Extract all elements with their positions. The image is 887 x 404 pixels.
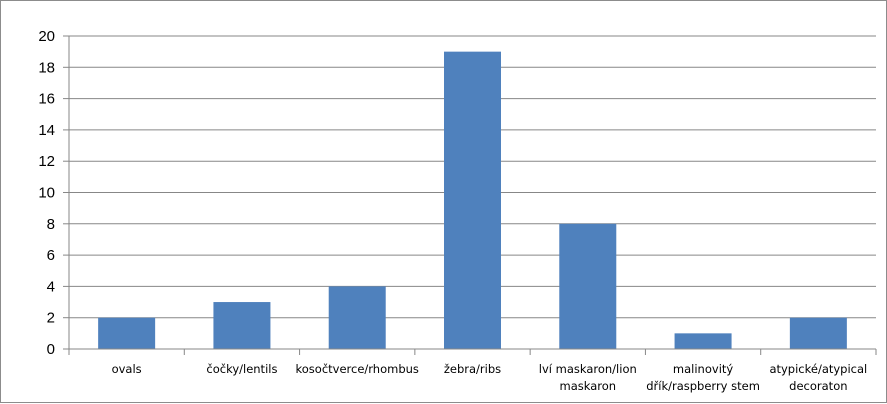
x-category-label-line: atypické/atypical [769, 362, 867, 376]
y-tick-label: 6 [47, 247, 55, 264]
x-category-label: ovals [112, 362, 142, 376]
y-tick-label: 12 [38, 153, 55, 170]
bar [444, 51, 501, 350]
x-category-label: lví maskaron/lion maskaron [539, 362, 637, 393]
y-tick-label: 14 [38, 122, 55, 139]
y-tick-label: 16 [38, 91, 55, 108]
x-category-label-line: maskaron [560, 379, 617, 393]
bar [213, 302, 271, 349]
y-tick-label: 10 [38, 185, 55, 202]
x-category-label-line: kosočtverce/rhombus [296, 362, 419, 376]
x-category-label-line: ovals [112, 362, 142, 376]
y-tick-label: 18 [38, 59, 55, 76]
x-category-label-line: dřík/raspberry stem [646, 379, 760, 393]
x-category-label-line: lví maskaron/lion [539, 362, 637, 376]
x-category-labels: ovals čočky/lentils kosočtverce/rhombus žeb… [112, 362, 868, 393]
bar [789, 317, 847, 349]
x-category-label: atypické/atypical decoraton [769, 362, 867, 393]
x-category-label: žebra/ribs [444, 362, 501, 376]
x-category-label: malinovitý dřík/raspberry stem [646, 362, 760, 393]
y-tick-label: 0 [47, 341, 55, 358]
x-category-label-line: decoraton [789, 379, 847, 393]
y-tick-label: 8 [47, 216, 55, 233]
x-category-label: čočky/lentils [206, 362, 277, 376]
bar [328, 286, 386, 349]
bars [98, 51, 847, 350]
y-tick-label: 4 [47, 278, 55, 295]
bar [98, 317, 156, 349]
axes [63, 35, 877, 355]
y-tick-labels: 0 2 4 6 8 10 12 14 16 18 20 [38, 28, 55, 358]
bar [559, 223, 617, 349]
x-category-label-line: žebra/ribs [444, 362, 501, 376]
bar [674, 333, 732, 349]
x-category-label: kosočtverce/rhombus [296, 362, 419, 376]
y-tick-label: 2 [47, 310, 55, 327]
x-category-label-line: malinovitý [673, 362, 733, 376]
y-tick-label: 20 [38, 28, 55, 45]
x-category-label-line: čočky/lentils [206, 362, 277, 376]
